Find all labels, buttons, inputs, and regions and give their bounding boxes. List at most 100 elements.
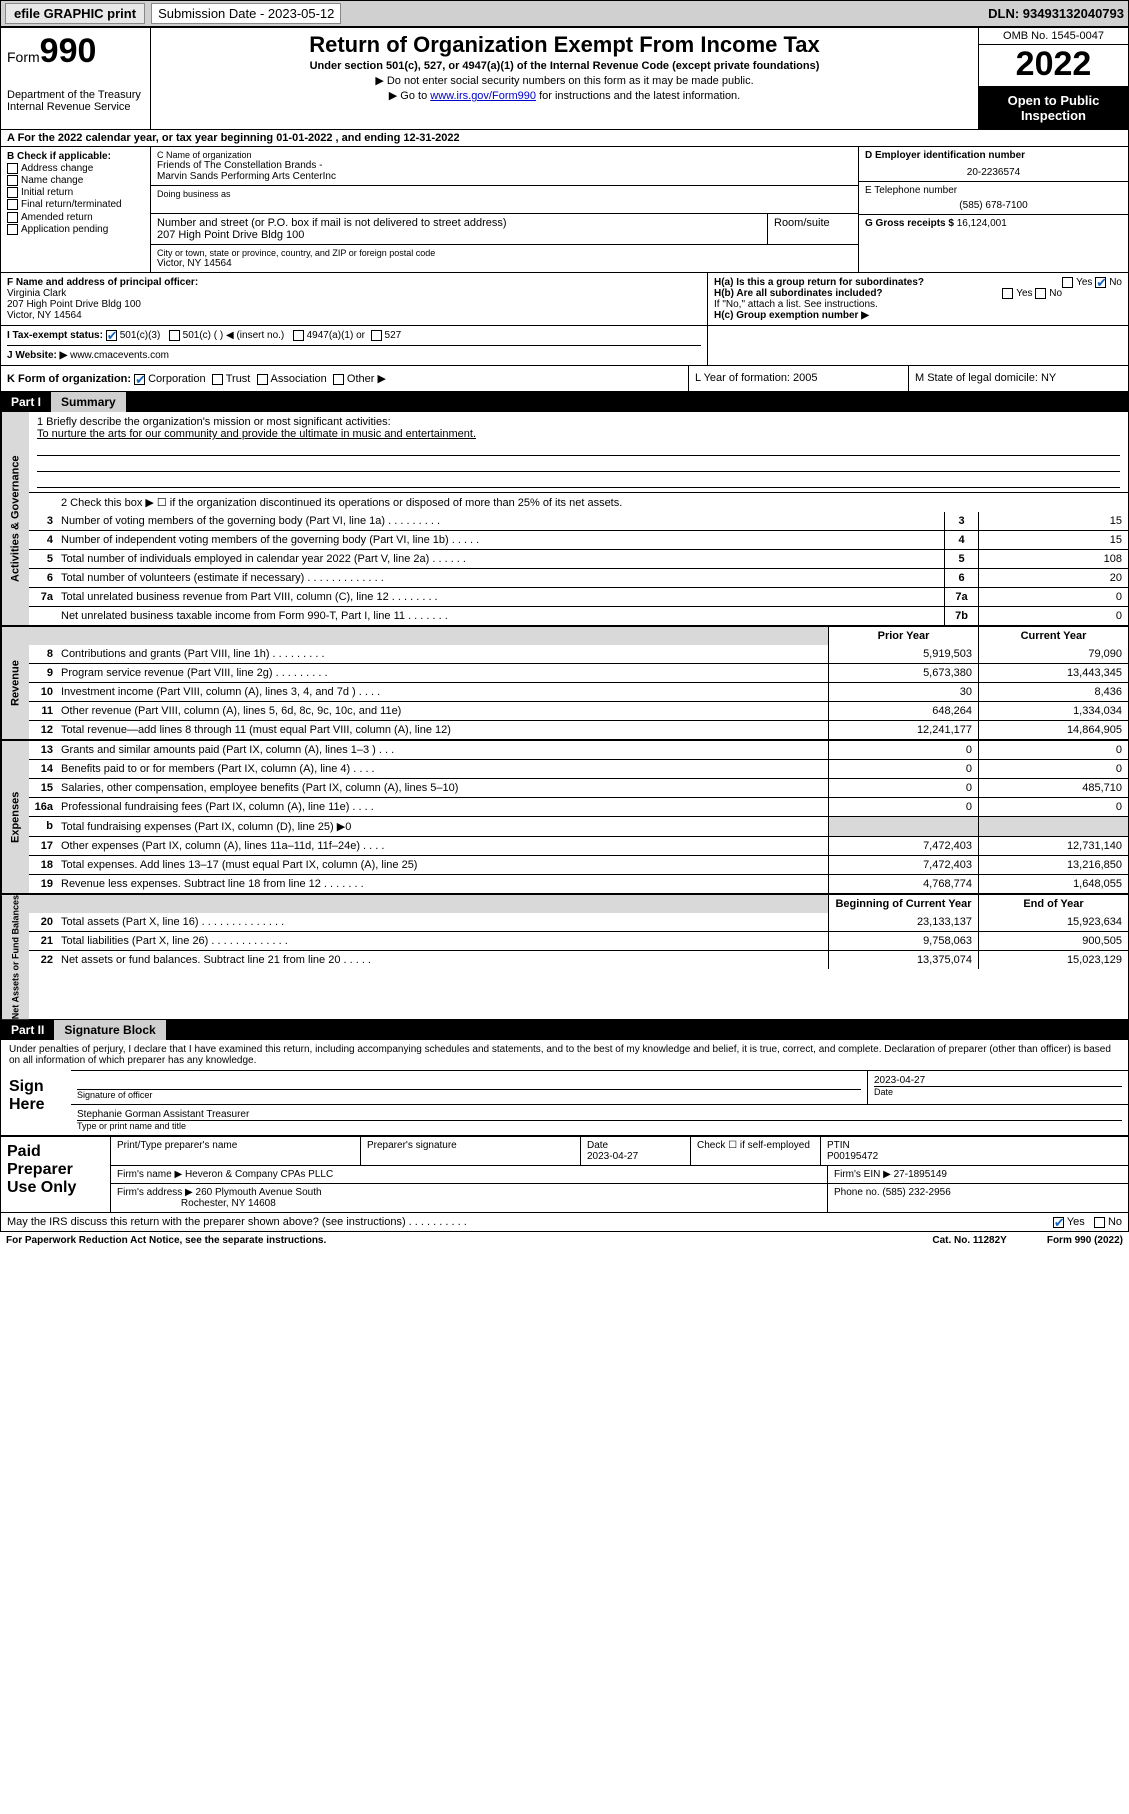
section-revenue: Revenue Prior Year Current Year 8Contrib… [1,626,1128,740]
cb-address-change[interactable]: Address change [7,163,144,174]
omb-number: OMB No. 1545-0047 [979,28,1128,45]
data-row: 14Benefits paid to or for members (Part … [29,759,1128,778]
irs-label: Internal Revenue Service [7,101,144,113]
firm-addr-label: Firm's address ▶ [117,1187,193,1198]
header-middle: Return of Organization Exempt From Incom… [151,28,978,129]
sig-officer-label: Signature of officer [77,1089,861,1100]
paid-preparer-block: Paid Preparer Use Only Print/Type prepar… [1,1136,1128,1212]
b-label: B Check if applicable: [7,151,144,162]
footer-catno: Cat. No. 11282Y [932,1235,1006,1246]
vlabel-revenue: Revenue [1,627,29,739]
header-right: OMB No. 1545-0047 2022 Open to Public In… [978,28,1128,129]
firm-name-label: Firm's name ▶ [117,1169,182,1180]
gov-row: 3Number of voting members of the governi… [29,512,1128,530]
part-ii-label: Part II [1,1020,54,1040]
sig-date: 2023-04-27 [874,1075,1122,1086]
firm-ein: 27-1895149 [894,1169,947,1180]
data-row: 20Total assets (Part X, line 16) . . . .… [29,913,1128,931]
k-other[interactable]: Other ▶ [347,373,386,385]
gov-row: 7aTotal unrelated business revenue from … [29,587,1128,606]
cb-final-return[interactable]: Final return/terminated [7,199,144,210]
part-i-bar: Part I Summary [1,392,1128,412]
hb-note: If "No," attach a list. See instructions… [714,299,1122,310]
gross-value: 16,124,001 [957,218,1007,229]
data-row: 18Total expenses. Add lines 13–17 (must … [29,855,1128,874]
cb-application-pending[interactable]: Application pending [7,224,144,235]
col-c-org-info: C Name of organization Friends of The Co… [151,147,858,272]
prep-selfemp[interactable]: Check ☐ if self-employed [697,1140,810,1151]
paid-preparer-label: Paid Preparer Use Only [1,1137,111,1212]
hdr-end: End of Year [978,895,1128,913]
efile-print-button[interactable]: efile GRAPHIC print [5,3,145,24]
page-footer: For Paperwork Reduction Act Notice, see … [0,1232,1129,1249]
sig-date-label: Date [874,1086,1122,1097]
gov-row: 4Number of independent voting members of… [29,530,1128,549]
l-year-formation: L Year of formation: 2005 [688,366,908,391]
ha-yes[interactable]: Yes [1076,277,1092,288]
hb-yes[interactable]: Yes [1016,288,1032,299]
prep-sig-hdr: Preparer's signature [367,1140,457,1151]
data-row: 13Grants and similar amounts paid (Part … [29,741,1128,759]
hdr-prior-year: Prior Year [828,627,978,645]
discuss-question: May the IRS discuss this return with the… [7,1216,467,1228]
section-expenses: Expenses 13Grants and similar amounts pa… [1,740,1128,894]
firm-phone: (585) 232-2956 [882,1187,950,1198]
form-number: 990 [40,32,97,70]
open-to-public: Open to Public Inspection [979,87,1128,129]
city-caption: City or town, state or province, country… [157,248,852,258]
form-subtitle: Under section 501(c), 527, or 4947(a)(1)… [159,60,970,72]
hb-label: H(b) Are all subordinates included? [714,288,883,299]
data-row: 21Total liabilities (Part X, line 26) . … [29,931,1128,950]
data-row: 15Salaries, other compensation, employee… [29,778,1128,797]
mission-answer: To nurture the arts for our community an… [37,428,1120,440]
officer-addr1: 207 High Point Drive Bldg 100 [7,299,141,310]
data-row: 11Other revenue (Part VIII, column (A), … [29,701,1128,720]
section-governance: Activities & Governance 1 Briefly descri… [1,412,1128,626]
col-b-checkboxes: B Check if applicable: Address change Na… [1,147,151,272]
data-row: 19Revenue less expenses. Subtract line 1… [29,874,1128,893]
gov-row: 6Total number of volunteers (estimate if… [29,568,1128,587]
cb-name-change[interactable]: Name change [7,175,144,186]
col-d-ein-tel: D Employer identification number 20-2236… [858,147,1128,272]
i-4947[interactable]: 4947(a)(1) or [307,330,365,341]
firm-addr2: Rochester, NY 14608 [181,1198,276,1209]
cb-amended-return[interactable]: Amended return [7,212,144,223]
discuss-row: May the IRS discuss this return with the… [1,1212,1128,1231]
i-501c[interactable]: 501(c) ( ) ◀ (insert no.) [183,330,285,341]
ptin-value: P00195472 [827,1151,878,1162]
cb-initial-return[interactable]: Initial return [7,187,144,198]
footer-formref: Form 990 (2022) [1047,1235,1123,1246]
footer-paperwork: For Paperwork Reduction Act Notice, see … [6,1235,326,1246]
i-label: I Tax-exempt status: [7,330,103,341]
k-trust[interactable]: Trust [226,373,251,385]
form-note-1: ▶ Do not enter social security numbers o… [159,74,970,87]
k-corp[interactable]: Corporation [148,373,205,385]
k-assoc[interactable]: Association [271,373,327,385]
i-501c3[interactable]: 501(c)(3) [120,330,161,341]
hb-no[interactable]: No [1049,288,1062,299]
tax-year: 2022 [979,45,1128,87]
i-527[interactable]: 527 [385,330,402,341]
note2-pre: ▶ Go to [389,90,430,102]
part-ii-bar: Part II Signature Block [1,1020,1128,1040]
firm-phone-label: Phone no. [834,1187,880,1198]
ha-no[interactable]: No [1109,277,1122,288]
prep-name-hdr: Print/Type preparer's name [117,1140,237,1151]
officer-addr2: Victor, NY 14564 [7,310,82,321]
submission-date: Submission Date - 2023-05-12 [151,3,341,24]
vlabel-net-assets: Net Assets or Fund Balances [1,895,29,1019]
hc-label: H(c) Group exemption number ▶ [714,310,869,321]
part-i-title: Summary [51,392,126,412]
prep-date: 2023-04-27 [587,1151,638,1162]
discuss-no[interactable]: No [1108,1216,1122,1228]
ha-label: H(a) Is this a group return for subordin… [714,277,924,288]
part-i-label: Part I [1,392,51,412]
data-row: 10Investment income (Part VIII, column (… [29,682,1128,701]
website-value: www.cmacevents.com [70,350,169,361]
discuss-yes[interactable]: Yes [1067,1216,1085,1228]
org-name-1: Friends of The Constellation Brands - [157,160,852,171]
perjury-declaration: Under penalties of perjury, I declare th… [1,1040,1128,1070]
form-title: Return of Organization Exempt From Incom… [159,32,970,58]
vlabel-expenses: Expenses [1,741,29,893]
irs-link[interactable]: www.irs.gov/Form990 [430,90,536,102]
